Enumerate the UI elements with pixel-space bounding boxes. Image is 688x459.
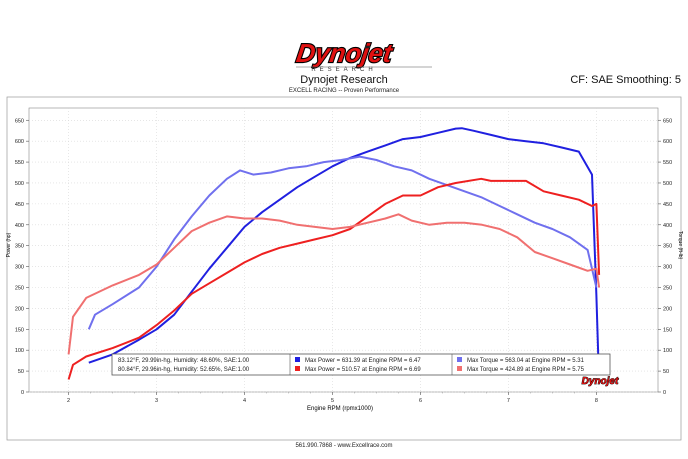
page-subtitle: EXCELL RACING -- Proven Performance (288, 88, 400, 94)
y-tick-label-left: 100 (15, 348, 24, 354)
x-tick-label: 3 (155, 398, 158, 404)
watermark-logo: Dynojet (581, 376, 619, 388)
y-tick-label-left: 650 (15, 118, 24, 124)
y-tick-label-left: 600 (15, 139, 24, 145)
y-tick-label-left: 400 (15, 223, 24, 229)
y-tick-label-right: 600 (663, 139, 672, 145)
plot-frame (6, 96, 682, 441)
x-tick-label: 5 (331, 398, 334, 404)
y-axis-left: 0 50 100 150 200 250 300 350 400 450 500 550 600 650 (15, 118, 29, 396)
x-axis: 2 3 4 5 6 7 8 (67, 392, 598, 404)
series-line-2 (87, 155, 598, 330)
logo-text: Dynojet (295, 38, 396, 68)
svg-text:Dynojet: Dynojet (582, 376, 619, 387)
plot-area (28, 107, 659, 393)
x-tick-label: 4 (243, 398, 246, 404)
x-tick-label: 8 (595, 398, 598, 404)
y-tick-label-right: 100 (663, 348, 672, 354)
y-tick-label-left: 550 (15, 160, 24, 166)
y-tick-label-right: 50 (663, 369, 669, 375)
x-axis-label: Engine RPM (rpmx1000) (307, 406, 373, 412)
y-axis-right: 0 50 100 150 200 250 300 350 400 450 500 550 600 650 (658, 118, 672, 396)
series-line-4 (67, 213, 601, 355)
series-lines (67, 127, 601, 380)
series-line-1 (88, 127, 600, 364)
legend-box: 83.12°F, 29.99in-hg, Humidity: 48.60%, S… (111, 353, 611, 376)
y-tick-label-left: 150 (15, 327, 24, 333)
y-tick-label-right: 500 (663, 181, 672, 187)
footer-contact: 561.990.7868 - www.Excellrace.com (295, 443, 393, 449)
y-tick-label-right: 400 (663, 223, 672, 229)
y-tick-label-right: 550 (663, 160, 672, 166)
legend-swatch-power (295, 357, 300, 362)
correction-factor-label: CF: SAE Smoothing: 5 (570, 74, 681, 86)
x-tick-label: 2 (67, 398, 70, 404)
y-tick-label-left: 450 (15, 202, 24, 208)
page-title: Dynojet Research (300, 74, 388, 86)
legend-swatch-power (295, 366, 300, 371)
y-tick-label-right: 300 (663, 265, 672, 271)
legend-condition: 83.12°F, 29.99in-hg, Humidity: 48.60%, S… (118, 358, 250, 364)
y-tick-label-left: 200 (15, 306, 24, 312)
y-tick-label-right: 450 (663, 202, 672, 208)
y-tick-label-right: 650 (663, 118, 672, 124)
y-axis-label-right: Torque (ft-lb) (677, 231, 683, 260)
legend-background (111, 353, 611, 376)
y-tick-label-left: 300 (15, 265, 24, 271)
series-line-3 (67, 177, 601, 380)
y-tick-label-left: 350 (15, 244, 24, 250)
y-tick-label-left: 0 (21, 390, 24, 396)
legend-max-torque: Max Torque = 424.89 at Engine RPM = 5.75 (467, 367, 585, 373)
grid (28, 107, 659, 393)
legend-max-power: Max Power = 510.57 at Engine RPM = 6.69 (305, 367, 421, 373)
y-tick-label-right: 250 (663, 285, 672, 291)
y-tick-label-right: 200 (663, 306, 672, 312)
logo-subtext: RESEARCH (311, 67, 376, 73)
legend-condition: 80.84°F, 29.96in-hg, Humidity: 52.65%, S… (118, 367, 250, 373)
y-tick-label-right: 350 (663, 244, 672, 250)
x-tick-label: 6 (419, 398, 422, 404)
y-axis-label-left: Power (hp) (6, 232, 12, 257)
dynojet-logo: Dynojet RESEARCH (293, 37, 432, 73)
legend-max-torque: Max Torque = 563.04 at Engine RPM = 5.31 (467, 358, 585, 364)
y-tick-label-right: 0 (663, 390, 666, 396)
y-tick-label-left: 50 (18, 369, 24, 375)
legend-max-power: Max Power = 631.39 at Engine RPM = 6.47 (305, 358, 421, 364)
y-tick-label-right: 150 (663, 327, 672, 333)
y-tick-label-left: 250 (15, 285, 24, 291)
y-tick-label-left: 500 (15, 181, 24, 187)
x-tick-label: 7 (507, 398, 510, 404)
legend-swatch-torque (457, 366, 462, 371)
legend-swatch-torque (457, 357, 462, 362)
